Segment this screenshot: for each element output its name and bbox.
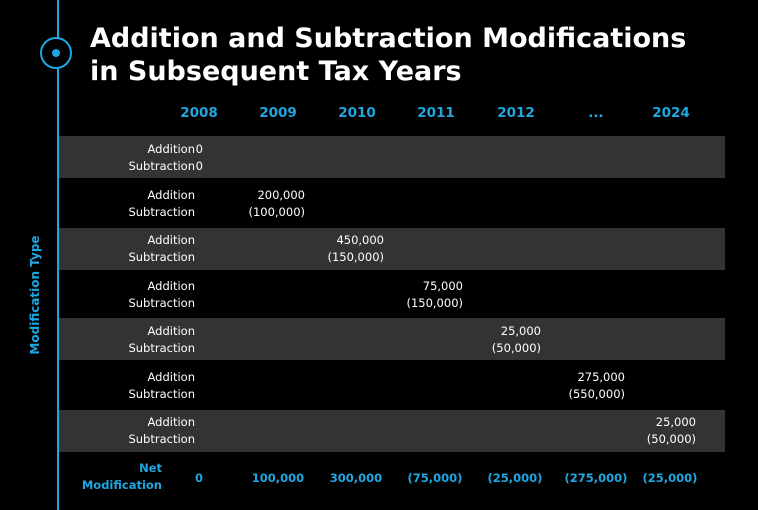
addition-label: Addition bbox=[147, 142, 196, 156]
subtraction-label: Subtraction bbox=[128, 341, 195, 355]
addition-value: 75,000 bbox=[422, 279, 463, 293]
addition-value: 450,000 bbox=[336, 233, 384, 247]
row-labels: Addition Subtraction bbox=[128, 141, 195, 175]
addition-label: Addition bbox=[147, 188, 196, 202]
axis-label-text: Modification Type bbox=[28, 235, 42, 355]
row-band bbox=[59, 136, 725, 178]
year-cell: 200,000 (100,000) bbox=[248, 187, 305, 221]
subtraction-label: Subtraction bbox=[128, 250, 195, 264]
row-band bbox=[59, 318, 725, 360]
year-header: ... bbox=[588, 105, 604, 121]
addition-label: Addition bbox=[147, 370, 196, 384]
addition-label: Addition bbox=[147, 233, 196, 247]
title-line-1: Addition and Subtraction Modifications bbox=[90, 23, 687, 54]
year-header: 2011 bbox=[417, 105, 455, 121]
addition-label: Addition bbox=[147, 415, 196, 429]
year-cell: 275,000 (550,000) bbox=[568, 369, 625, 403]
subtraction-value: (550,000) bbox=[568, 387, 625, 401]
subtraction-value: (150,000) bbox=[406, 296, 463, 310]
net-modification-label: Net Modification bbox=[60, 460, 162, 494]
page-title: Addition and Subtraction Modifications i… bbox=[90, 22, 730, 88]
subtraction-value: (150,000) bbox=[327, 250, 384, 264]
addition-value: 0 bbox=[195, 142, 203, 156]
row-labels: Addition Subtraction bbox=[128, 323, 195, 357]
addition-label: Addition bbox=[147, 324, 196, 338]
marker-dot bbox=[52, 49, 60, 57]
row-band bbox=[59, 182, 725, 224]
addition-value: 25,000 bbox=[500, 324, 541, 338]
row-band bbox=[59, 364, 725, 406]
addition-label: Addition bbox=[147, 279, 196, 293]
subtraction-label: Subtraction bbox=[128, 432, 195, 446]
row-labels: Addition Subtraction bbox=[128, 232, 195, 266]
year-header: 2009 bbox=[259, 105, 297, 121]
year-cell: 450,000 (150,000) bbox=[327, 232, 384, 266]
net-value: (25,000) bbox=[642, 471, 698, 485]
year-header: 2024 bbox=[652, 105, 690, 121]
row-labels: Addition Subtraction bbox=[128, 187, 195, 221]
row-labels: Addition Subtraction bbox=[128, 369, 195, 403]
row-labels: Addition Subtraction bbox=[128, 278, 195, 312]
timeline-marker-icon bbox=[40, 37, 72, 69]
subtraction-label: Subtraction bbox=[128, 159, 195, 173]
row-band bbox=[59, 410, 725, 452]
year-cell: 75,000 (150,000) bbox=[406, 278, 463, 312]
row-band bbox=[59, 273, 725, 315]
timeline-line bbox=[57, 0, 59, 510]
subtraction-value: (50,000) bbox=[491, 341, 541, 355]
subtraction-label: Subtraction bbox=[128, 205, 195, 219]
net-value: 0 bbox=[194, 471, 203, 485]
year-header: 2010 bbox=[338, 105, 376, 121]
subtraction-label: Subtraction bbox=[128, 387, 195, 401]
subtraction-value: (50,000) bbox=[646, 432, 696, 446]
year-cell: 25,000 (50,000) bbox=[647, 414, 696, 448]
row-band bbox=[59, 228, 725, 270]
subtraction-value: (100,000) bbox=[248, 205, 305, 219]
addition-value: 275,000 bbox=[577, 370, 625, 384]
year-cell: 0 0 bbox=[196, 141, 203, 175]
year-header: 2012 bbox=[497, 105, 535, 121]
net-value: (275,000) bbox=[564, 471, 628, 485]
net-value: 300,000 bbox=[329, 471, 383, 485]
net-label-line-1: Net bbox=[139, 461, 162, 475]
subtraction-label: Subtraction bbox=[128, 296, 195, 310]
subtraction-value: 0 bbox=[195, 159, 203, 173]
net-label-line-2: Modification bbox=[81, 478, 162, 492]
year-header: 2008 bbox=[180, 105, 218, 121]
addition-value: 25,000 bbox=[655, 415, 696, 429]
net-value: (75,000) bbox=[407, 471, 463, 485]
net-value: 100,000 bbox=[251, 471, 305, 485]
addition-value: 200,000 bbox=[257, 188, 305, 202]
row-labels: Addition Subtraction bbox=[128, 414, 195, 448]
net-value: (25,000) bbox=[487, 471, 543, 485]
year-cell: 25,000 (50,000) bbox=[492, 323, 541, 357]
title-line-2: in Subsequent Tax Years bbox=[90, 56, 462, 87]
